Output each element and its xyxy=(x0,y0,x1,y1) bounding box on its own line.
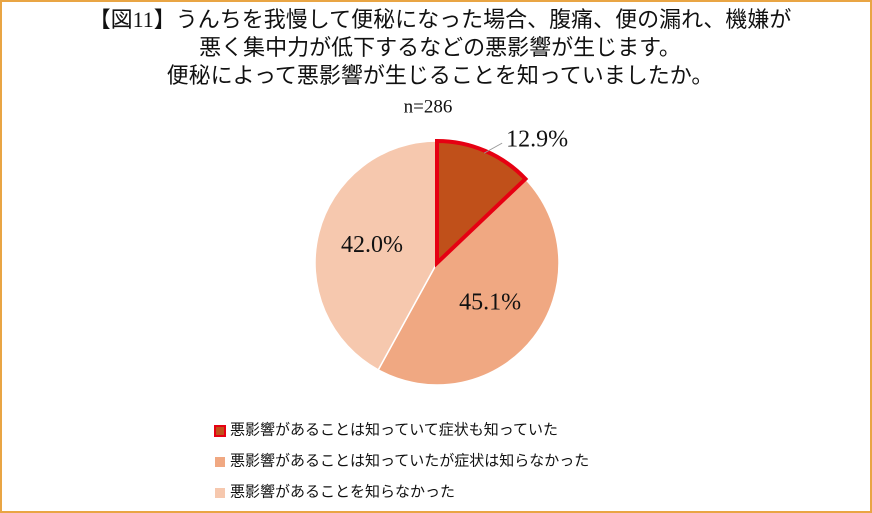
chart-subtitle: n=286 xyxy=(404,96,453,117)
data-label: 42.0% xyxy=(341,232,403,258)
data-label: 12.9% xyxy=(506,127,568,153)
data-label: 45.1% xyxy=(459,289,521,315)
legend-swatch xyxy=(214,425,226,437)
chart-title: 悪く集中力が低下するなどの悪影響が生じます。 xyxy=(199,35,681,60)
legend-label: 悪影響があることは知っていたが症状は知らなかった xyxy=(230,451,589,469)
pie-slice xyxy=(377,177,560,386)
pie-slice xyxy=(435,138,529,268)
legend-swatch xyxy=(215,488,225,498)
chart-title: 【図11】うんちを我慢して便秘になった場合、腹痛、便の漏れ、機嫌が xyxy=(89,7,792,32)
pie-slice xyxy=(314,140,438,371)
legend-label: 悪影響があることを知らなかった xyxy=(230,482,455,500)
legend-swatch xyxy=(215,457,225,467)
legend-label: 悪影響があることは知っていて症状も知っていた xyxy=(230,420,558,438)
leader-line xyxy=(483,142,503,154)
chart-title: 便秘によって悪影響が生じることを知っていましたか。 xyxy=(167,63,714,88)
